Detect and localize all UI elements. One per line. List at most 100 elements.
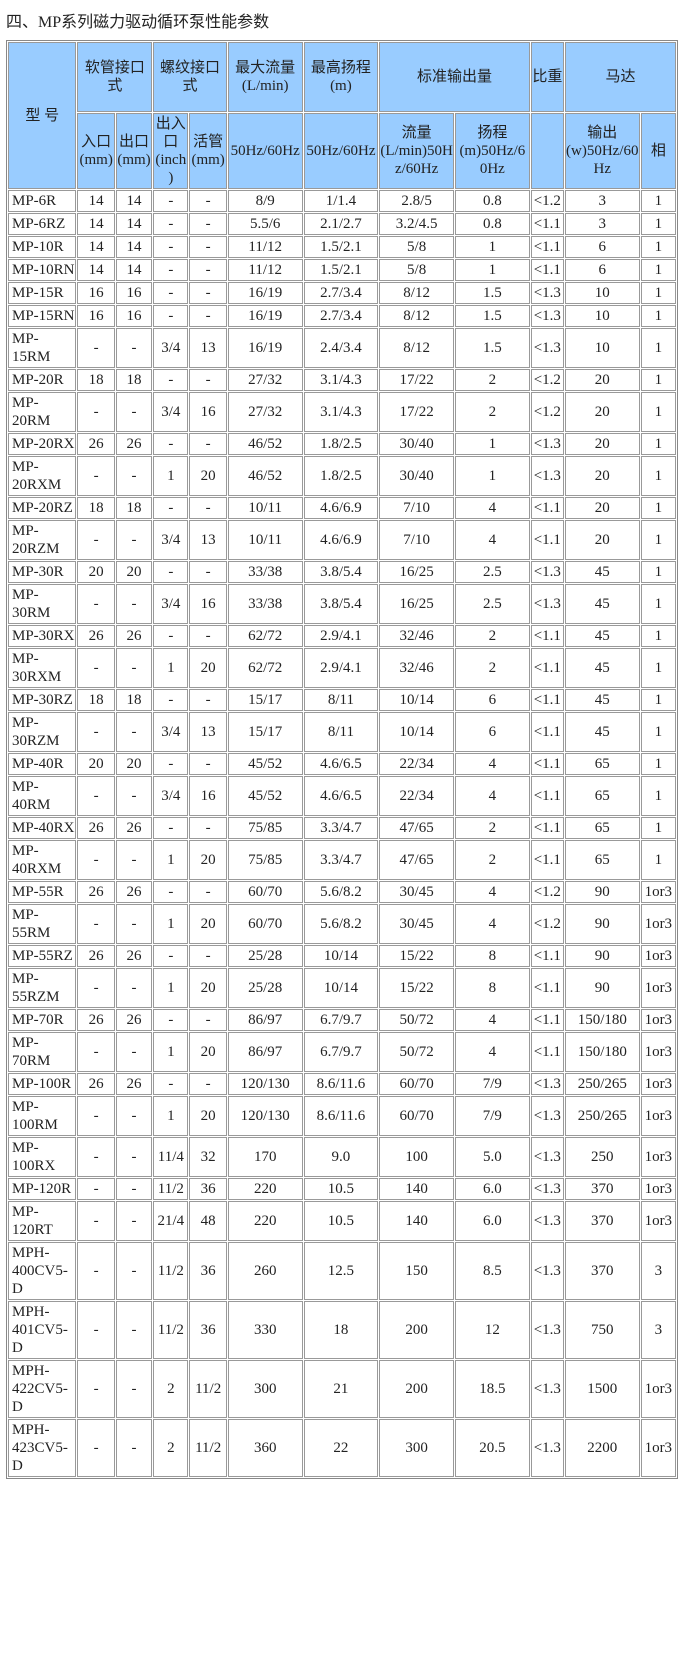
model-cell: MP-6R (8, 190, 77, 212)
value-cell: 6.0 (454, 1201, 530, 1241)
value-cell: 7/10 (379, 520, 454, 560)
table-row: MP-20RZM - -3/4 13 10/11 4.6/6.9 7/10 4 <1.1 20 1 (8, 520, 676, 560)
value-cell: - (115, 1201, 153, 1241)
value-cell: 4 (454, 904, 530, 944)
value-cell: 10.5 (303, 1178, 379, 1200)
value-cell: 750 (564, 1301, 640, 1359)
value-cell: <1.2 (530, 881, 564, 903)
value-cell: - (77, 968, 115, 1008)
value-cell: 11/4 (153, 1137, 189, 1177)
value-cell: 26 (77, 625, 115, 647)
value-cell: 4 (454, 776, 530, 816)
value-cell: 50/72 (379, 1009, 454, 1031)
value-cell: - (77, 1178, 115, 1200)
header-hose-connection: 软管接口式 (77, 42, 153, 112)
table-row: MP-100R 26 26- -120/130 8.6/11.6 60/70 7/9 <1.3… (8, 1073, 676, 1095)
value-cell: 45/52 (227, 776, 303, 816)
value-cell: - (115, 1178, 153, 1200)
value-cell: 1 (153, 840, 189, 880)
value-cell: 4 (454, 1009, 530, 1031)
value-cell: 8.5 (454, 1242, 530, 1300)
value-cell: 5.0 (454, 1137, 530, 1177)
value-cell: 20 (564, 497, 640, 519)
value-cell: 26 (77, 1009, 115, 1031)
value-cell: 2 (454, 625, 530, 647)
value-cell: 45/52 (227, 753, 303, 775)
value-cell: - (153, 689, 189, 711)
value-cell: 1 (640, 213, 676, 235)
value-cell: 20 (189, 648, 227, 688)
value-cell: 300 (379, 1419, 454, 1477)
value-cell: 14 (77, 236, 115, 258)
value-cell: 1 (454, 433, 530, 455)
value-cell: 11/12 (227, 259, 303, 281)
value-cell: 10 (564, 282, 640, 304)
value-cell: 1 (640, 712, 676, 752)
value-cell: 26 (115, 945, 153, 967)
value-cell: 47/65 (379, 840, 454, 880)
value-cell: 18 (303, 1301, 379, 1359)
value-cell: <1.3 (530, 1137, 564, 1177)
table-row: MP-20RX 26 26- -46/52 1.8/2.5 30/40 1 <1.3 20 1 (8, 433, 676, 455)
value-cell: 2 (454, 392, 530, 432)
value-cell: - (77, 840, 115, 880)
table-row: MP-120RT - -21/4 48 220 10.5 140 6.0 <1.3 370 1or3 (8, 1201, 676, 1241)
value-cell: 16/19 (227, 328, 303, 368)
value-cell: 250/265 (564, 1096, 640, 1136)
table-row: MP-40RXM - -1 20 75/85 3.3/4.7 47/65 2 <1.1 65 1 (8, 840, 676, 880)
value-cell: 1or3 (640, 1201, 676, 1241)
table-row: MPH-400CV5-D - -11/2 36 260 12.5 150 8.5 <1.3 370… (8, 1242, 676, 1300)
table-row: MP-120R - -11/2 36 220 10.5 140 6.0 <1.3 370 1or3 (8, 1178, 676, 1200)
value-cell: 5/8 (379, 259, 454, 281)
value-cell: 2.1/2.7 (303, 213, 379, 235)
value-cell: - (189, 213, 227, 235)
value-cell: <1.1 (530, 753, 564, 775)
value-cell: 1 (153, 968, 189, 1008)
value-cell: 45 (564, 648, 640, 688)
value-cell: 0.8 (454, 190, 530, 212)
value-cell: 32 (189, 1137, 227, 1177)
value-cell: 11/2 (189, 1419, 227, 1477)
value-cell: <1.1 (530, 776, 564, 816)
value-cell: - (77, 584, 115, 624)
value-cell: - (153, 561, 189, 583)
value-cell: 36 (189, 1178, 227, 1200)
value-cell: 22/34 (379, 776, 454, 816)
value-cell: 1or3 (640, 1032, 676, 1072)
value-cell: 6 (454, 712, 530, 752)
value-cell: 4 (454, 881, 530, 903)
value-cell: 26 (77, 945, 115, 967)
header-standard-output: 标准输出量 (379, 42, 530, 112)
value-cell: 1 (640, 520, 676, 560)
value-cell: 8/11 (303, 689, 379, 711)
value-cell: - (115, 1360, 153, 1418)
value-cell: 20 (115, 561, 153, 583)
value-cell: <1.3 (530, 1419, 564, 1477)
value-cell: 250/265 (564, 1073, 640, 1095)
value-cell: 8/12 (379, 305, 454, 327)
value-cell: 10.5 (303, 1201, 379, 1241)
value-cell: 150 (379, 1242, 454, 1300)
value-cell: 8.6/11.6 (303, 1073, 379, 1095)
value-cell: 3.8/5.4 (303, 561, 379, 583)
value-cell: 26 (77, 817, 115, 839)
value-cell: 20 (189, 1096, 227, 1136)
value-cell: 3 (564, 213, 640, 235)
value-cell: 120/130 (227, 1073, 303, 1095)
value-cell: 14 (77, 190, 115, 212)
model-cell: MP-6RZ (8, 213, 77, 235)
value-cell: 20 (77, 753, 115, 775)
value-cell: 370 (564, 1242, 640, 1300)
value-cell: 3/4 (153, 520, 189, 560)
model-cell: MP-10R (8, 236, 77, 258)
value-cell: 9.0 (303, 1137, 379, 1177)
value-cell: <1.3 (530, 1178, 564, 1200)
value-cell: 86/97 (227, 1032, 303, 1072)
value-cell: 260 (227, 1242, 303, 1300)
value-cell: <1.3 (530, 456, 564, 496)
value-cell: - (77, 1419, 115, 1477)
model-cell: MPH-400CV5-D (8, 1242, 77, 1300)
table-row: MP-70RM - -1 20 86/97 6.7/9.7 50/72 4 <1.1 150/18… (8, 1032, 676, 1072)
value-cell: 3.3/4.7 (303, 840, 379, 880)
value-cell: 2.4/3.4 (303, 328, 379, 368)
